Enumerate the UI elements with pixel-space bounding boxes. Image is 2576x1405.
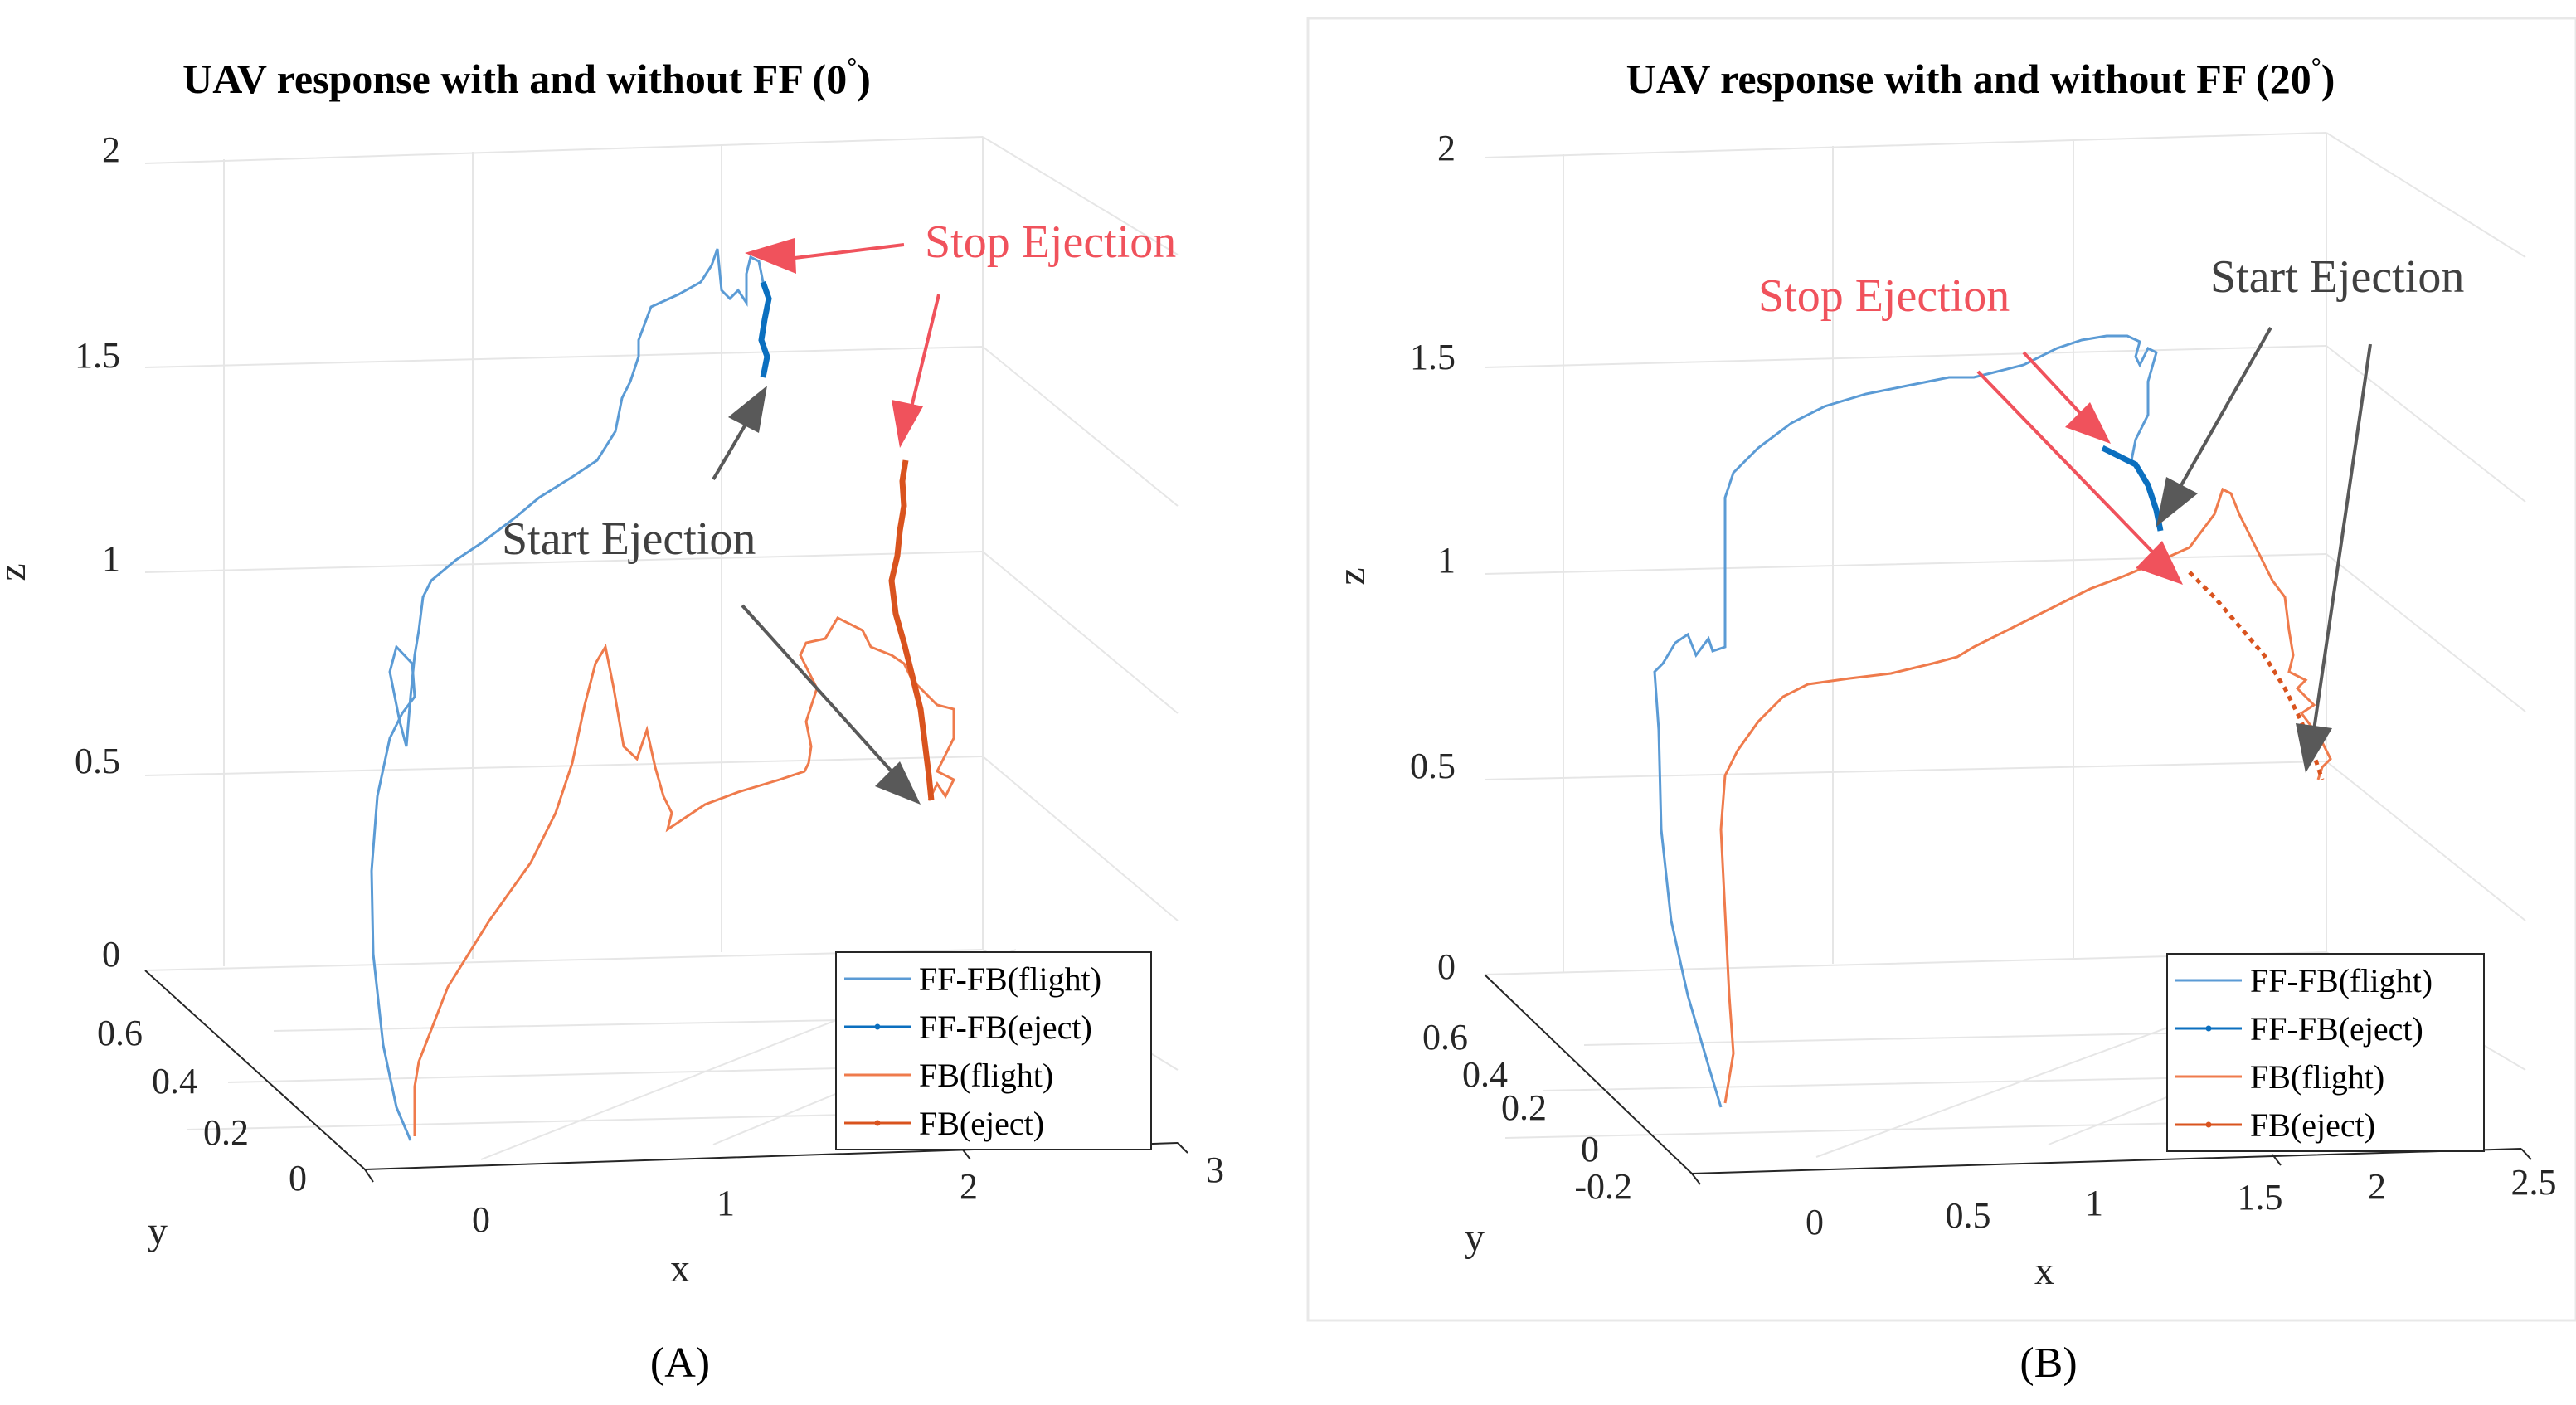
legend-item: FB(eject) <box>919 1105 1044 1142</box>
start-ejection-label: Start Ejection <box>2210 251 2464 303</box>
x-tick-label: 2 <box>960 1166 978 1207</box>
z-tick-label: 1.5 <box>75 335 120 376</box>
panel-a-axes <box>144 970 1188 1183</box>
panel-a-z-ticks: 0 0.5 1 1.5 2 <box>75 129 120 975</box>
z-tick-label: 2 <box>1437 128 1456 168</box>
x-tick-label: 1.5 <box>2238 1177 2283 1218</box>
z-tick-label: 0 <box>1437 946 1456 987</box>
y-tick-label: 0 <box>289 1158 307 1198</box>
series-fb-flight <box>413 616 956 1136</box>
z-tick-label: 1 <box>1437 540 1456 581</box>
series-ff-fb-eject <box>2101 445 2164 532</box>
annotation-stop-ejection-b: Stop Ejection <box>1758 270 2183 585</box>
series-ff-fb-flight <box>1653 334 2158 1108</box>
x-tick-label: 0.5 <box>1946 1195 1991 1236</box>
x-tick-label: 1 <box>717 1183 735 1223</box>
z-tick-label: 1.5 <box>1410 337 1456 377</box>
panel-b-title: UAV response with and without FF (20°) <box>1626 53 2335 102</box>
y-tick-label: 0 <box>1581 1129 1599 1169</box>
legend-item: FF-FB(flight) <box>2250 962 2433 999</box>
panel-a-title: UAV response with and without FF (0°) <box>182 53 871 102</box>
legend-item: FF-FB(flight) <box>919 960 1101 998</box>
stop-ejection-label: Stop Ejection <box>1758 270 2010 322</box>
panel-b-caption: (B) <box>2019 1339 2077 1387</box>
x-tick-label: 3 <box>1206 1150 1224 1190</box>
legend-b: FF-FB(flight) FF-FB(eject) FB(flight) FB… <box>2166 953 2485 1152</box>
y-tick-label: 0.4 <box>152 1061 197 1101</box>
series-ff-fb-eject <box>758 280 772 378</box>
y-tick-label: -0.2 <box>1574 1166 1632 1207</box>
y-tick-label: 0.2 <box>1501 1087 1547 1128</box>
legend-item: FB(flight) <box>919 1057 1053 1094</box>
panel-b-z-ticks: 0 0.5 1 1.5 2 <box>1410 128 1456 987</box>
z-axis-label: z <box>1329 567 1373 585</box>
x-tick-label: 2 <box>2368 1166 2386 1207</box>
y-tick-label: 0.6 <box>1422 1017 1468 1057</box>
z-tick-label: 2 <box>102 129 120 170</box>
panel-b-border <box>1306 17 2576 1322</box>
legend-a: FF-FB(flight) FF-FB(eject) FB(flight) FB… <box>835 951 1152 1150</box>
y-axis-label: y <box>1465 1216 1485 1260</box>
x-tick-label: 0 <box>1806 1202 1824 1242</box>
series-fb-eject <box>888 459 935 801</box>
y-tick-label: 0.4 <box>1462 1054 1508 1095</box>
legend-item: FF-FB(eject) <box>919 1009 1092 1046</box>
z-tick-label: 1 <box>102 538 120 579</box>
panel-b-axes <box>1484 974 2532 1185</box>
annotation-start-ejection-b: Start Ejection <box>2156 251 2464 773</box>
legend-item: FF-FB(eject) <box>2250 1010 2423 1048</box>
start-ejection-label: Start Ejection <box>502 513 756 565</box>
x-tick-label: 2.5 <box>2511 1162 2557 1203</box>
z-tick-label: 0.5 <box>75 741 120 781</box>
z-axis-label: z <box>0 563 34 581</box>
series-ff-fb-flight <box>370 248 765 1141</box>
chart-panel-b: UAV response with and without FF (20°) 0… <box>1329 53 2557 1387</box>
annotation-start-ejection-a: Start Ejection <box>502 386 921 805</box>
legend-item: FB(eject) <box>2250 1106 2375 1144</box>
z-tick-label: 0.5 <box>1410 746 1456 786</box>
panel-a-y-ticks: 0 0.2 0.4 0.6 <box>97 1013 307 1198</box>
series-fb-eject <box>2188 571 2325 780</box>
panel-b-y-ticks: -0.2 0 0.2 0.4 0.6 <box>1422 1017 1632 1207</box>
annotation-stop-ejection-a: Stop Ejection <box>745 216 1176 448</box>
y-tick-label: 0.2 <box>203 1112 249 1153</box>
legend-item: FB(flight) <box>2250 1058 2384 1096</box>
x-axis-label: x <box>2034 1249 2054 1293</box>
stop-ejection-label: Stop Ejection <box>925 216 1176 268</box>
y-tick-label: 0.6 <box>97 1013 143 1053</box>
x-tick-label: 1 <box>2085 1183 2103 1223</box>
panel-a-caption: (A) <box>650 1339 710 1387</box>
z-tick-label: 0 <box>102 934 120 975</box>
x-axis-label: x <box>670 1247 690 1291</box>
chart-panel-a: UAV response with and without FF (0°) 0 … <box>0 53 1224 1387</box>
panel-a-x-ticks: 0 1 2 3 <box>472 1150 1224 1240</box>
x-tick-label: 0 <box>472 1199 490 1240</box>
y-axis-label: y <box>148 1209 168 1253</box>
panel-b-x-ticks: 0 0.5 1 1.5 2 2.5 <box>1806 1162 2557 1242</box>
